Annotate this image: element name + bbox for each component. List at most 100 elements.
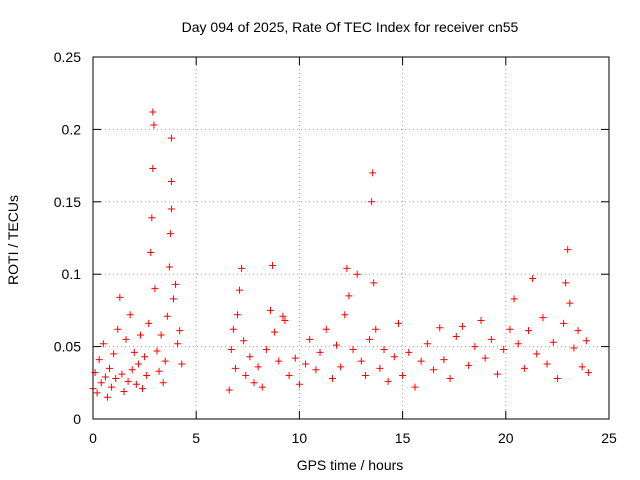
- data-point: [271, 328, 279, 336]
- data-point: [302, 360, 310, 368]
- data-point: [306, 335, 314, 343]
- data-point: [343, 264, 351, 272]
- data-point: [227, 345, 235, 353]
- y-tick-label: 0.05: [54, 339, 81, 355]
- data-point: [574, 327, 582, 335]
- data-point: [584, 369, 592, 377]
- data-point: [229, 325, 237, 333]
- data-point: [233, 311, 241, 319]
- x-tick-label: 5: [192, 430, 200, 446]
- data-point: [285, 372, 293, 380]
- data-point: [159, 379, 167, 387]
- data-point: [417, 357, 425, 365]
- data-point: [128, 366, 136, 374]
- data-point: [564, 246, 572, 254]
- data-point: [93, 389, 101, 397]
- data-point: [167, 134, 175, 142]
- data-point: [322, 325, 330, 333]
- data-point: [269, 262, 277, 270]
- data-point: [149, 164, 157, 172]
- data-point: [372, 325, 380, 333]
- data-point: [250, 379, 258, 387]
- data-point: [494, 370, 502, 378]
- data-point: [423, 340, 431, 348]
- data-point: [145, 319, 153, 327]
- data-point: [262, 345, 270, 353]
- plot-frame: [92, 56, 610, 420]
- data-point: [279, 312, 287, 320]
- data-point: [399, 372, 407, 380]
- data-point: [157, 331, 165, 339]
- data-point: [376, 364, 384, 372]
- data-point: [357, 357, 365, 365]
- x-tick-label: 20: [498, 430, 514, 446]
- data-point: [539, 314, 547, 322]
- data-point: [353, 270, 361, 278]
- data-point: [167, 205, 175, 213]
- x-tick-label: 0: [89, 430, 97, 446]
- data-point: [108, 383, 116, 391]
- data-point: [114, 325, 122, 333]
- data-point: [578, 363, 586, 371]
- data-point: [136, 331, 144, 339]
- data-point: [440, 356, 448, 364]
- data-point: [368, 198, 376, 206]
- data-point: [148, 214, 156, 222]
- data-point: [176, 327, 184, 335]
- data-point: [106, 364, 114, 372]
- data-point: [275, 357, 283, 365]
- data-point: [116, 293, 124, 301]
- chart-title: Day 094 of 2025, Rate Of TEC Index for r…: [182, 19, 519, 35]
- data-point: [361, 372, 369, 380]
- data-point: [487, 335, 495, 343]
- data-point: [258, 383, 266, 391]
- data-point: [553, 374, 561, 382]
- data-point: [254, 363, 262, 371]
- data-point: [169, 295, 177, 303]
- x-tick-label: 10: [292, 430, 308, 446]
- data-point: [99, 340, 107, 348]
- data-point: [500, 345, 508, 353]
- data-point: [337, 363, 345, 371]
- data-point: [471, 343, 479, 351]
- data-point: [240, 337, 248, 345]
- tick-labels: 0 5 10 15 20 25 0 0.05 0.1 0.15 0.2 0.25: [54, 49, 617, 446]
- data-point: [390, 353, 398, 361]
- data-point: [150, 121, 158, 129]
- data-point: [543, 360, 551, 368]
- data-point: [134, 360, 142, 368]
- data-point: [149, 108, 157, 116]
- data-point: [225, 386, 233, 394]
- data-point: [312, 366, 320, 374]
- data-point: [174, 340, 182, 348]
- data-point: [477, 317, 485, 325]
- data-point: [112, 374, 120, 382]
- axis-ticks: [92, 56, 610, 420]
- data-point: [147, 248, 155, 256]
- data-point: [103, 393, 111, 401]
- data-point: [167, 178, 175, 186]
- data-point: [143, 372, 151, 380]
- data-point: [570, 344, 578, 352]
- data-point: [533, 350, 541, 358]
- y-tick-label: 0: [73, 411, 81, 427]
- data-point: [436, 324, 444, 332]
- data-point: [163, 312, 171, 320]
- data-point: [316, 348, 324, 356]
- y-tick-label: 0.1: [62, 266, 82, 282]
- data-point: [405, 348, 413, 356]
- data-point: [328, 374, 336, 382]
- data-point: [525, 327, 533, 335]
- x-tick-label: 15: [395, 430, 411, 446]
- data-point: [172, 280, 180, 288]
- y-tick-label: 0.25: [54, 49, 81, 65]
- data-point: [124, 377, 132, 385]
- data-point: [514, 340, 522, 348]
- data-point: [366, 335, 374, 343]
- data-point: [295, 380, 303, 388]
- data-point: [161, 357, 169, 365]
- data-point: [369, 169, 377, 177]
- data-point: [242, 372, 250, 380]
- data-point: [141, 353, 149, 361]
